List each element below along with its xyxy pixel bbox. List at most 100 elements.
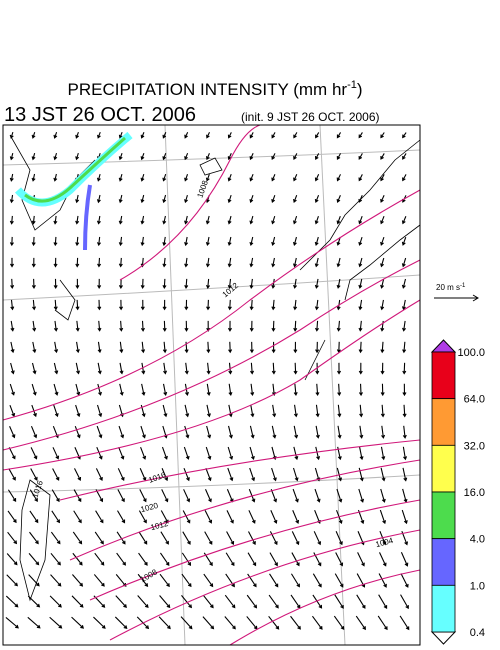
- wind-arrow: [293, 132, 298, 139]
- wind-arrow: [30, 426, 38, 439]
- wind-arrow: [249, 132, 254, 139]
- wind-arrow: [358, 383, 363, 397]
- wind-arrow: [161, 446, 168, 460]
- wind-arrow: [140, 194, 145, 204]
- wind-arrow: [75, 152, 80, 161]
- wind-arrow: [115, 573, 127, 587]
- wind-arrow: [184, 132, 189, 139]
- wind-arrow: [162, 173, 167, 182]
- latlon-grid: [2, 124, 421, 646]
- wind-arrow: [182, 510, 191, 524]
- title-sup: -1: [347, 79, 357, 91]
- wind-arrow: [140, 299, 145, 311]
- wind-arrow: [400, 594, 409, 610]
- wind-arrow: [380, 236, 385, 246]
- wind-arrow: [377, 615, 388, 631]
- colorbar-segment: [431, 491, 456, 540]
- wind-arrow: [75, 257, 80, 268]
- wind-arrow: [97, 299, 102, 311]
- wind-arrow: [314, 278, 319, 289]
- wind-arrow: [158, 616, 171, 630]
- colorbar: 100.0 64.0 32.0 16.0 4.0 1.0 0.4: [430, 339, 485, 645]
- wind-arrow: [31, 362, 37, 375]
- wind-arrow: [272, 404, 277, 418]
- wind-arrow: [314, 299, 319, 311]
- wind-arrow: [119, 383, 124, 396]
- wind-arrow: [96, 404, 103, 418]
- wind-arrow: [206, 404, 211, 418]
- wind-arrow: [378, 594, 388, 610]
- colorbar-over: [430, 339, 457, 353]
- wind-arrow: [94, 531, 104, 545]
- wind-arrow: [94, 552, 105, 566]
- wind-arrow: [356, 594, 366, 609]
- wind-arrow: [139, 489, 147, 503]
- colorbar-label: 100.0: [457, 347, 485, 359]
- wind-arrow: [184, 257, 189, 268]
- wind-arrow: [205, 173, 210, 182]
- wind-arrow: [402, 404, 407, 418]
- wind-arrow: [206, 341, 211, 354]
- wind-arrow: [228, 341, 233, 354]
- wind-arrow: [224, 616, 236, 630]
- wind-arrow: [293, 153, 298, 161]
- wind-arrow: [119, 362, 124, 375]
- wind-arrow: [30, 447, 38, 460]
- title: PRECIPITATION INTENSITY (mm hr-1): [67, 79, 362, 99]
- wind-arrow: [293, 341, 298, 354]
- wind-arrow: [314, 257, 319, 268]
- wind-arrow: [249, 467, 256, 482]
- wind-arrow: [315, 446, 321, 461]
- wind-arrow: [161, 489, 169, 503]
- wind-arrow: [205, 278, 210, 289]
- wind-arrow: [162, 194, 167, 204]
- wind-arrow: [29, 510, 39, 524]
- wind-arrow: [50, 552, 61, 566]
- wind-arrow: [380, 216, 385, 225]
- wind-arrow: [159, 595, 171, 609]
- wind-arrow: [358, 132, 363, 139]
- wind-arrow: [53, 236, 58, 247]
- wind-arrow: [227, 236, 232, 247]
- wind-arrow: [96, 173, 101, 182]
- isobar-label: 1004: [375, 536, 395, 549]
- wind-arrow: [52, 468, 60, 481]
- wind-arrow: [117, 468, 125, 482]
- wind-arrow: [226, 489, 234, 503]
- wind-arrow: [249, 194, 254, 204]
- wind-arrow: [141, 383, 146, 396]
- wind-arrow: [227, 153, 232, 161]
- wind-arrow: [31, 173, 36, 182]
- wind-arrow: [184, 278, 189, 289]
- wind-arrow: [140, 446, 147, 460]
- wind-arrow: [184, 236, 189, 247]
- wind-arrow: [293, 362, 298, 375]
- wind-arrow: [75, 215, 80, 225]
- wind-arrow: [247, 573, 257, 588]
- wind-arrow: [292, 467, 299, 482]
- wind-arrow: [401, 299, 406, 311]
- wind-arrow: [293, 299, 298, 311]
- wind-arrow: [96, 425, 103, 439]
- wind-arrow: [118, 236, 123, 247]
- wind-arrow: [181, 573, 192, 588]
- wind-arrow: [402, 341, 407, 354]
- wind-arrow: [336, 488, 343, 503]
- wind-arrow: [336, 174, 341, 182]
- wind-arrow: [227, 132, 232, 139]
- wind-arrow: [50, 531, 61, 545]
- wind-arrow: [32, 299, 37, 311]
- wind-arrow: [225, 552, 235, 567]
- wind-arrow: [6, 574, 18, 587]
- wind-arrow: [49, 595, 62, 608]
- wind-arrow: [269, 573, 279, 588]
- wind-arrow: [118, 173, 123, 182]
- wind-arrow: [6, 553, 18, 566]
- wind-arrow: [202, 616, 215, 630]
- wind-arrow: [117, 510, 126, 524]
- wind-arrow: [312, 615, 323, 630]
- wind-arrow: [10, 299, 15, 311]
- wind-arrow: [247, 552, 257, 567]
- wind-arrow: [72, 531, 83, 545]
